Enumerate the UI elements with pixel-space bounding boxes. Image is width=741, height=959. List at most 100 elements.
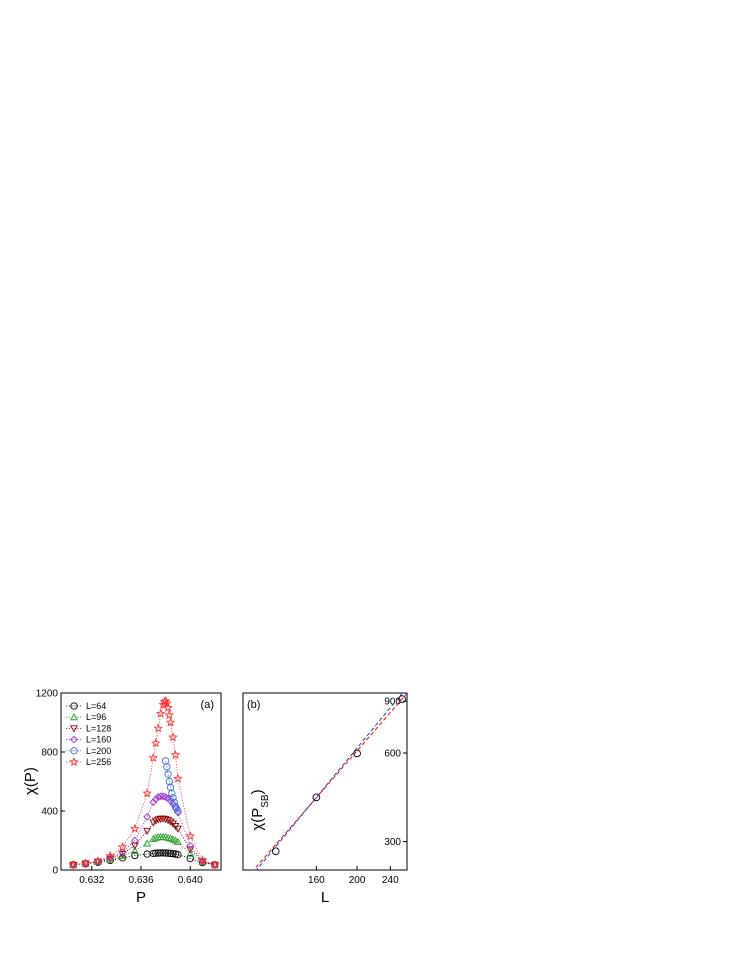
data-point [151,795,160,804]
data-point [162,698,172,708]
data-point [210,859,220,869]
data-point [68,859,79,869]
data-point [170,749,181,759]
data-point [93,856,103,866]
panel-a-y-tick-label: 1200 [36,689,59,700]
panel-a: 0.632 0.636 0.640 0 400 800 1200 L=64L=96L=128… [22,689,222,906]
legend-label: L=160 [86,735,111,745]
data-point [164,849,172,857]
legend-entry: L=160 [66,735,111,745]
data-point [143,813,151,821]
data-point [156,792,165,801]
series-l-160 [69,792,219,869]
series-l-128 [69,815,219,869]
legend-marker [70,725,78,733]
data-point [105,851,115,861]
data-point [117,842,128,852]
data-point [174,808,182,817]
data-point [143,839,152,847]
panel-a-x-axis-title: P [136,889,146,906]
fit-line-1 [252,693,407,870]
series-l-200 [161,757,182,815]
panel-b-ticks: 160 200 240 300 600 900 [308,697,407,886]
data-point [173,837,182,845]
data-point [163,702,173,712]
panel-a-x-tick-label: 0.640 [178,875,203,886]
legend-label: L=256 [86,757,111,767]
data-point [161,757,170,765]
data-point [160,696,171,706]
data-point [152,849,160,857]
legend-marker [70,713,78,721]
data-point [148,752,159,762]
series-l-64 [69,849,219,869]
data-point [164,710,175,720]
panel-b-y-tick-label: 900 [384,697,401,708]
data-point [130,846,139,854]
data-point [149,834,158,843]
series-l-256 [68,696,220,869]
data-point [174,851,182,859]
panel-b-frame [242,692,408,871]
panel-a-tag: (a) [201,699,214,711]
data-point [185,831,195,841]
legend-entry: L=200 [66,746,111,756]
panel-b-x-tick-label: 200 [349,875,366,886]
panel-b-x-tick-label: 160 [308,875,325,886]
panel-b-fit-lines [252,693,407,870]
data-point [165,777,173,786]
legend-entry: L=256 [66,757,111,767]
panel-b: 160 200 240 300 600 900 (b) L χ(PSB) [242,692,408,906]
data-point [398,695,406,703]
data-point [186,846,195,854]
legend-label: L=64 [86,701,106,711]
panel-a-y-tick-label: 800 [41,748,58,759]
data-point [186,854,194,863]
data-point [165,717,176,727]
data-point [151,738,161,748]
panel-b-y-axis-title: χ(PSB) [249,789,271,830]
data-point [151,833,160,841]
legend-entry: L=64 [66,701,106,711]
data-point [118,851,127,859]
panel-a-series [68,696,220,869]
panel-b-y-axis-title-sub: SB [260,794,271,808]
data-point [166,783,175,792]
legend-marker [70,702,78,710]
legend-label: L=200 [86,746,111,756]
panel-b-y-tick-label: 300 [384,837,401,848]
data-point [161,849,170,857]
data-point [173,773,183,783]
series-line [165,760,179,812]
series-l-96 [69,832,219,868]
data-point [159,849,167,857]
panel-a-frame [60,692,222,871]
data-point [197,855,208,865]
data-point [163,763,171,771]
data-point [157,849,165,857]
data-point [353,749,361,758]
data-point [271,847,280,856]
panel-b-tag: (b) [247,699,260,711]
panel-a-y-tick-label: 400 [41,807,58,818]
data-point [155,708,166,718]
data-point [80,858,91,868]
data-point [154,849,162,857]
data-point [170,798,178,806]
data-point [153,723,163,733]
data-point [164,770,172,778]
legend-marker [70,735,78,744]
panel-a-x-tick-label: 0.636 [128,875,153,886]
data-point [142,788,152,798]
data-point [169,850,177,858]
data-point [168,789,176,797]
legend-entry: L=96 [66,712,106,722]
data-point [186,841,195,850]
panel-a-x-tick-label: 0.632 [79,875,104,886]
legend-label: L=96 [86,712,106,722]
panel-b-y-tick-label: 600 [384,749,401,760]
data-point [312,793,321,802]
panel-b-points [271,695,406,856]
